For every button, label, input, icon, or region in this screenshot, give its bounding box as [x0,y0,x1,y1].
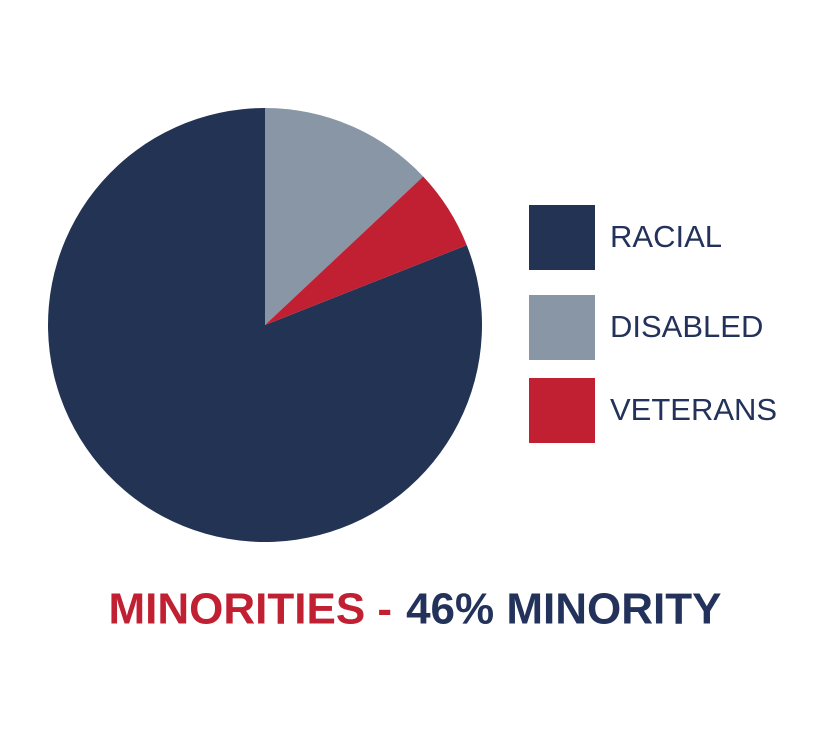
chart-title: 46% MINORITY [406,585,721,634]
chart-title: MINORITIES - [109,585,393,634]
legend-label: RACIAL [610,219,722,254]
legend-label: DISABLED [610,309,763,344]
pie [48,108,482,543]
legend-label: VETERANS [610,392,777,427]
legend-swatch [529,378,595,443]
pie-slice [48,108,482,543]
legend-swatch [529,295,595,360]
legend: RACIAL DISABLED VETERANS [529,205,777,443]
pie-slice [265,108,424,325]
legend-swatch [529,205,595,270]
pie-slice [265,176,467,325]
